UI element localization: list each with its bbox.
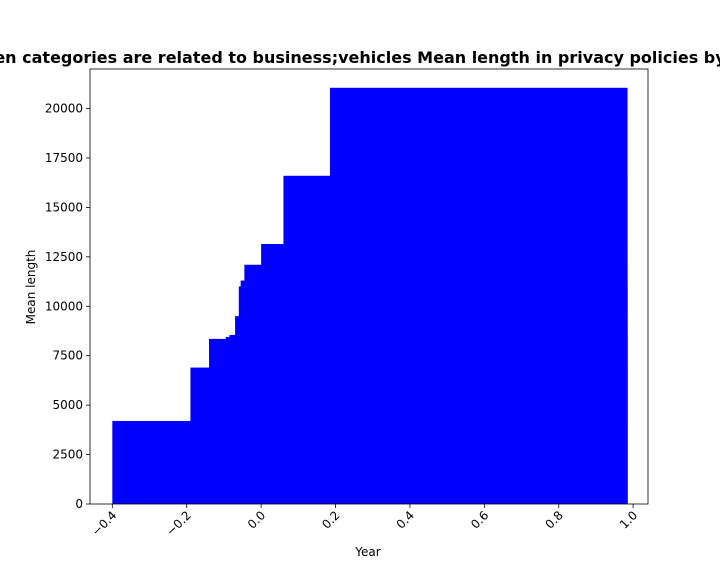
x-tick-label-3: 0.2: [319, 508, 342, 531]
x-tick-label-2: 0.0: [245, 508, 268, 531]
y-axis-label: Mean length: [24, 250, 38, 325]
x-axis-label: Year: [354, 545, 380, 559]
y-tick-label-8: 20000: [45, 102, 83, 116]
y-tick-label-3: 7500: [52, 349, 83, 363]
bars-layer: [112, 87, 628, 505]
x-tick-label-1: −0.2: [163, 508, 194, 539]
y-tick-label-1: 2500: [52, 448, 83, 462]
y-tick-label-6: 15000: [45, 200, 83, 214]
y-tick-label-2: 5000: [52, 398, 83, 412]
y-tick-label-7: 17500: [45, 151, 83, 165]
bar-11: [329, 87, 628, 504]
x-axis: −0.4 −0.2 0.0 0.2 0.4 0.6 0.8 1.0: [89, 504, 640, 539]
x-tick-label-0: −0.4: [89, 508, 120, 539]
y-axis: 0 2500 5000 7500 10000 12500 15000 17500 20000: [45, 102, 90, 511]
y-tick-label-5: 12500: [45, 250, 83, 264]
chart-title: en categories are related to business;ve…: [0, 48, 720, 67]
y-tick-label-4: 10000: [45, 299, 83, 313]
plot-frame: [89, 68, 649, 505]
y-tick-label-0: 0: [75, 497, 83, 511]
x-tick-label-7: 1.0: [617, 508, 640, 531]
x-tick-label-5: 0.6: [468, 508, 491, 531]
x-tick-label-4: 0.4: [394, 508, 417, 531]
x-tick-label-6: 0.8: [542, 508, 565, 531]
